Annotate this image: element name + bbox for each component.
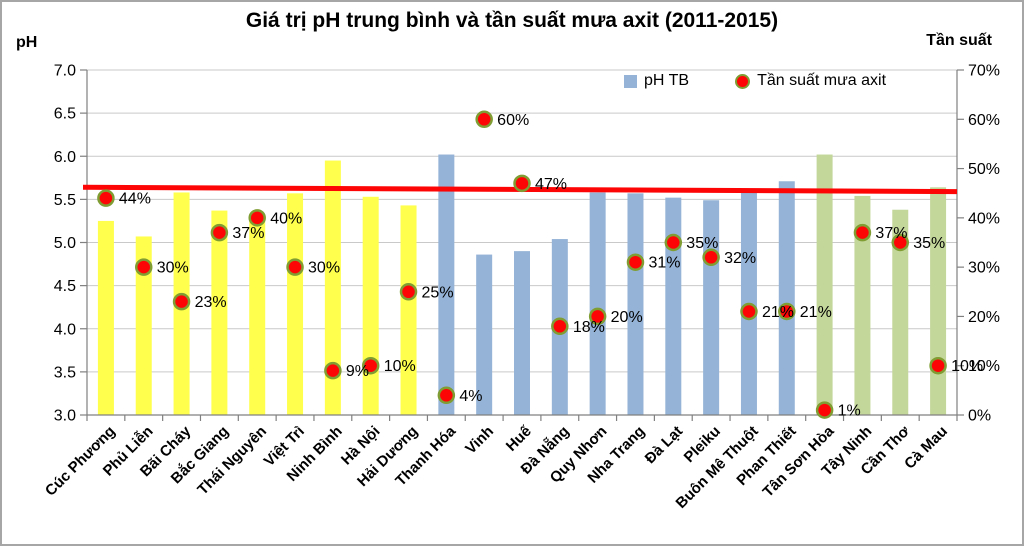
freq-dot [134, 258, 153, 276]
legend-item-freq: Tần suất mưa axit [735, 72, 886, 90]
freq-dot [588, 307, 607, 326]
freq-dot [437, 386, 456, 405]
freq-value-label: 21% [800, 304, 832, 321]
right-axis-tick-label: 70% [968, 63, 1000, 80]
left-axis-title: pH [16, 34, 38, 51]
freq-dot [891, 233, 910, 252]
legend-bar-swatch-icon [624, 74, 637, 88]
freq-dot [248, 209, 266, 227]
ph-bar [892, 209, 909, 415]
left-axis-tick-label: 6.0 [54, 149, 76, 166]
ph-bar [665, 197, 682, 415]
ph-bar [778, 181, 795, 415]
freq-value-label: 37% [232, 225, 264, 242]
right-axis-tick-label: 0% [968, 408, 991, 425]
freq-dot [702, 248, 720, 267]
left-axis-tick-label: 7.0 [54, 63, 76, 80]
ph-bar [324, 160, 341, 415]
freq-dot [172, 292, 191, 311]
freq-value-label: 35% [686, 235, 718, 252]
left-axis-tick-label: 3.5 [54, 364, 76, 381]
freq-value-label: 32% [724, 250, 756, 267]
freq-value-label: 1% [838, 403, 861, 420]
freq-dot [399, 283, 418, 301]
freq-value-label: 23% [195, 294, 227, 311]
freq-dot [778, 302, 796, 321]
freq-dot [929, 356, 947, 375]
freq-value-label: 30% [157, 260, 189, 277]
freq-dot [551, 317, 569, 336]
ph-bar [703, 200, 720, 415]
freq-value-label: 10% [384, 358, 416, 375]
right-axis-tick-label: 40% [968, 210, 1000, 227]
category-label: Huế [503, 422, 536, 455]
ph-bar [854, 195, 871, 415]
ph-bar [135, 236, 152, 415]
right-axis-tick-label: 30% [968, 260, 1000, 277]
legend-label-ph-tb: pH TB [644, 72, 690, 89]
chart-title: Giá trị pH trung bình và tần suất mưa ax… [245, 9, 779, 32]
freq-dot [210, 223, 229, 242]
freq-dot [513, 174, 531, 193]
freq-value-label: 21% [762, 304, 794, 321]
freq-value-label: 20% [611, 309, 643, 326]
ph-bar [249, 216, 266, 415]
category-label: Cà Mau [901, 423, 951, 473]
freq-value-label: 9% [346, 363, 369, 380]
ph-bar [400, 205, 417, 415]
category-label: Vinh [462, 423, 497, 458]
ph-bar [287, 193, 304, 415]
freq-dot [740, 302, 758, 321]
right-axis-tick-label: 10% [968, 358, 1000, 375]
freq-value-label: 30% [308, 260, 340, 277]
freq-dot [324, 361, 342, 380]
left-axis-tick-label: 4.5 [54, 278, 76, 295]
left-axis-tick-label: 5.0 [54, 235, 76, 252]
freq-dot [664, 233, 683, 252]
legend-label-freq: Tần suất mưa axit [757, 72, 887, 89]
freq-value-label: 25% [422, 284, 454, 301]
ph-bar [438, 154, 455, 415]
freq-dot [626, 253, 645, 271]
ph-bar [362, 196, 379, 415]
ph-bar [97, 220, 114, 415]
ph-bar [816, 154, 833, 415]
left-axis-tick-label: 4.0 [54, 321, 76, 338]
freq-dot [475, 110, 493, 129]
right-axis-title: Tần suất [926, 32, 992, 49]
freq-value-label: 40% [270, 210, 302, 227]
left-axis-tick-label: 5.5 [54, 192, 76, 209]
right-axis-tick-label: 20% [968, 309, 1000, 326]
freq-value-label: 44% [119, 191, 151, 208]
freq-dot [97, 189, 115, 207]
freq-dot [815, 401, 834, 419]
ph-bar [627, 193, 644, 415]
ph-bar [930, 187, 947, 415]
freq-value-label: 31% [648, 255, 680, 272]
freq-dot [361, 356, 380, 375]
freq-value-label: 37% [875, 225, 907, 242]
freq-value-label: 10% [951, 358, 983, 375]
freq-dot [853, 223, 872, 242]
freq-value-label: 47% [535, 176, 567, 193]
freq-value-label: 35% [913, 235, 945, 252]
right-axis-tick-label: 60% [968, 112, 1000, 129]
freq-value-label: 4% [459, 388, 482, 405]
ph-bar [476, 254, 493, 415]
freq-value-label: 18% [573, 319, 605, 336]
ph-bar [211, 210, 228, 415]
ph-bar [514, 251, 530, 415]
legend: pH TB Tần suất mưa axit [624, 72, 886, 90]
freq-dot [286, 258, 304, 276]
ph-bar [589, 192, 606, 415]
left-axis-tick-label: 3.0 [54, 408, 76, 425]
category-label: Đà Lạt [642, 423, 686, 467]
right-axis-tick-label: 50% [968, 161, 1000, 178]
legend-dot-swatch-icon [735, 73, 751, 89]
legend-item-ph-tb: pH TB [624, 72, 689, 90]
freq-value-label: 60% [497, 112, 529, 129]
left-axis-tick-label: 6.5 [54, 106, 76, 123]
